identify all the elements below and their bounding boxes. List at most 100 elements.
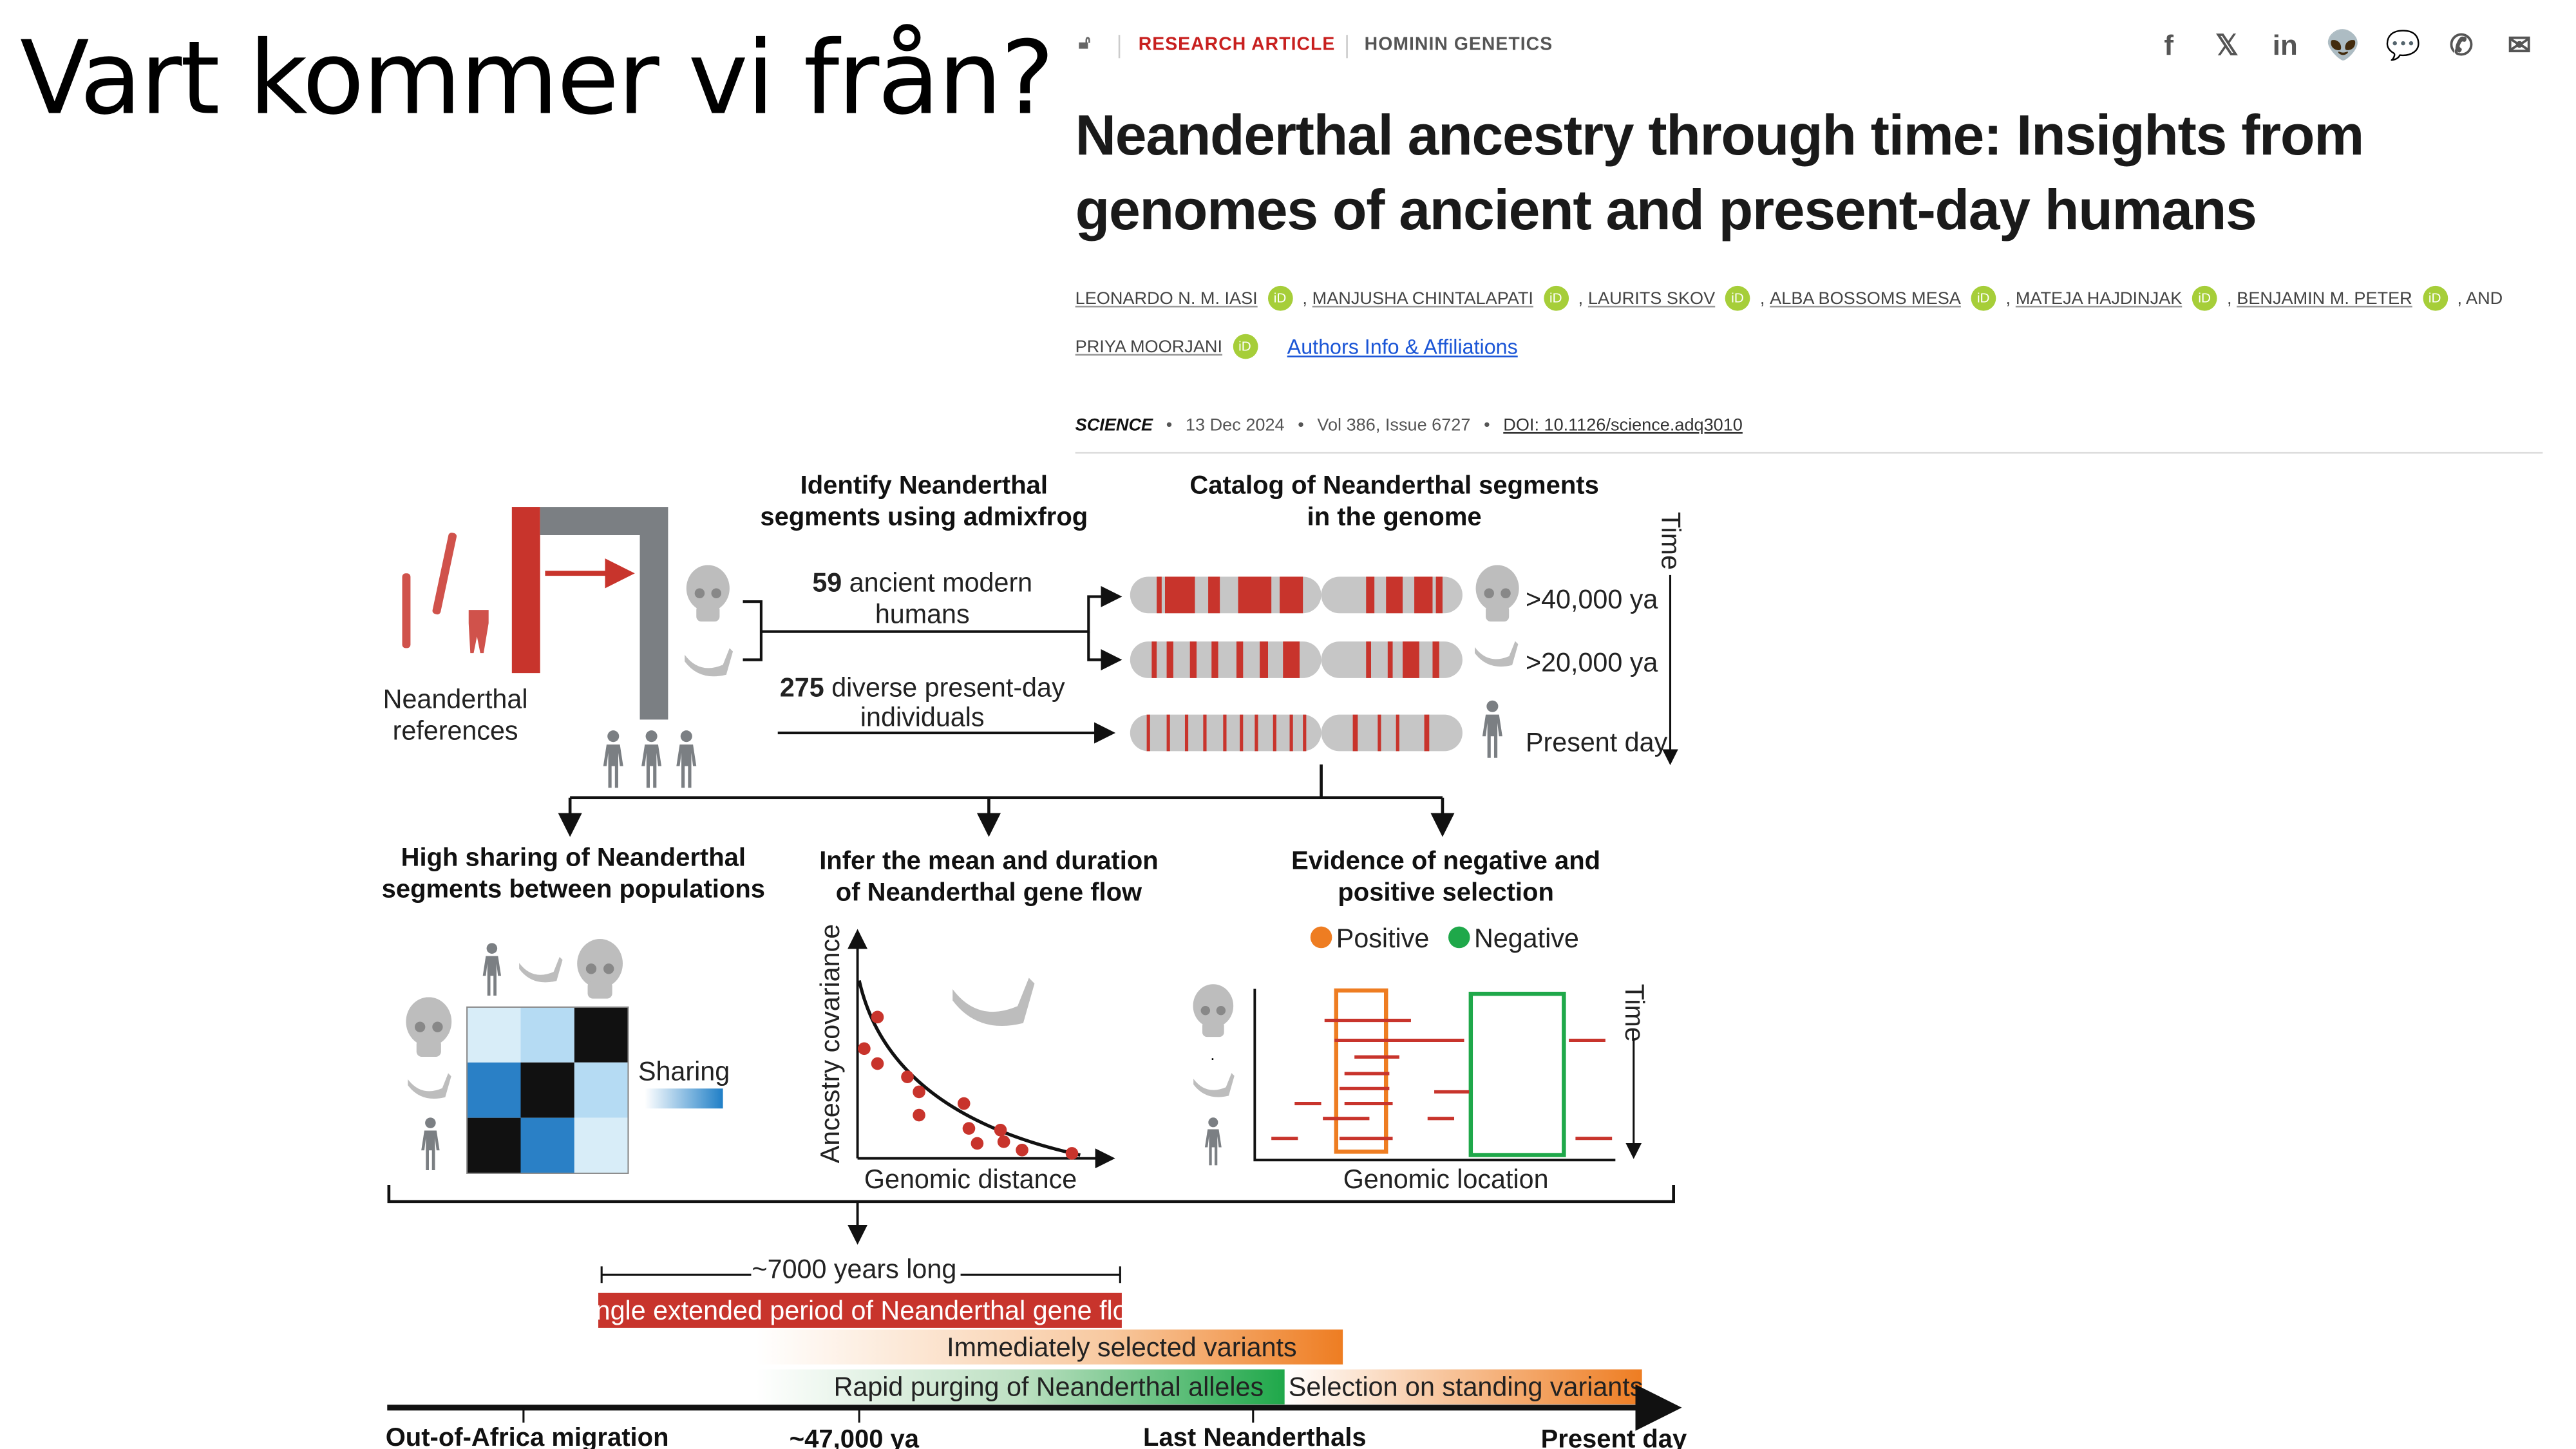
orcid-icon[interactable]: iD xyxy=(2422,285,2447,311)
separator: • xyxy=(1298,415,1304,436)
wechat-icon[interactable]: 💬 xyxy=(2385,30,2421,62)
duration-label: ~7000 years long xyxy=(752,1254,957,1283)
scatter-point xyxy=(871,1057,884,1070)
neanderthal-segment xyxy=(1157,576,1162,614)
doi-link[interactable]: DOI: 10.1126/science.adq3010 xyxy=(1503,415,1743,436)
heatmap-cell xyxy=(467,1062,521,1118)
linkedin-icon[interactable]: in xyxy=(2272,30,2298,62)
author-link[interactable]: LAURITS SKOV xyxy=(1587,288,1716,308)
and-label: , AND xyxy=(2457,288,2503,308)
jaw-icon xyxy=(1193,1073,1235,1097)
timeline-47000: ~47,000 ya xyxy=(790,1425,920,1449)
scatter-point xyxy=(858,1042,871,1056)
immediate-selection-bar xyxy=(756,1329,1343,1365)
slide-title: Vart kommer vi från? xyxy=(19,19,1054,138)
standing-selection-label: Selection on standing variants xyxy=(1289,1372,1643,1402)
reference-frame xyxy=(540,507,668,720)
reddit-icon[interactable]: 👽 xyxy=(2325,30,2361,62)
divider xyxy=(1118,35,1121,59)
neanderthal-segment xyxy=(1283,641,1300,678)
chromosome-arm xyxy=(1321,714,1463,752)
orcid-icon[interactable]: iD xyxy=(1725,285,1750,311)
jaw-icon xyxy=(952,978,1035,1027)
x-icon[interactable]: 𝕏 xyxy=(2215,30,2239,62)
row-label-present: Present day xyxy=(1526,727,1668,757)
standing-selection-bar xyxy=(1284,1369,1642,1405)
infer-title: Infer the mean and duration of Neandertha… xyxy=(819,847,1159,907)
article-type[interactable]: RESEARCH ARTICLE xyxy=(1138,35,1336,55)
neanderthal-segment xyxy=(1396,714,1399,752)
positive-legend-label: Positive xyxy=(1336,923,1430,953)
neanderthal-segment xyxy=(1223,714,1227,752)
negative-selection-box xyxy=(1468,991,1566,1157)
scatter-point xyxy=(962,1122,976,1135)
selection-axes xyxy=(1253,989,1616,1162)
time-label: Time xyxy=(1656,512,1686,570)
separator: • xyxy=(1166,415,1173,436)
scatter-points xyxy=(858,1010,1079,1160)
author-link[interactable]: ALBA BOSSOMS MESA xyxy=(1770,288,1961,308)
heatmap-cell xyxy=(467,1117,521,1173)
chromosome xyxy=(1130,576,1463,614)
x-axis-label: Genomic distance xyxy=(864,1164,1077,1194)
neanderthal-segment xyxy=(1260,641,1268,678)
author-link[interactable]: LEONARDO N. M. IASI xyxy=(1075,288,1258,308)
article-section[interactable]: HOMININ GENETICS xyxy=(1364,35,1553,55)
author-link[interactable]: MATEJA HAJDINJAK xyxy=(2015,288,2183,308)
neanderthal-segment xyxy=(1166,641,1173,678)
facebook-icon[interactable]: f xyxy=(2164,30,2174,62)
orcid-icon[interactable]: iD xyxy=(2192,285,2217,311)
present-label: 275 diverse present-day individuals xyxy=(780,672,1065,732)
gene-flow-bar xyxy=(598,1293,1122,1328)
neanderthal-segment xyxy=(1240,714,1244,752)
orcid-icon[interactable]: iD xyxy=(1267,285,1293,311)
neanderthal-segment xyxy=(1289,714,1293,752)
whatsapp-icon[interactable]: ✆ xyxy=(2449,30,2474,62)
author-link[interactable]: BENJAMIN M. PETER xyxy=(2237,288,2412,308)
catalog-title: Catalog of Neanderthal segments in the ge… xyxy=(1189,471,1598,531)
selection-title: Evidence of negative and positive selecti… xyxy=(1291,847,1600,907)
skull-icon xyxy=(686,565,730,622)
row-label-20000: >20,000 ya xyxy=(1526,648,1658,677)
genomic-location-label: Genomic location xyxy=(1343,1164,1549,1194)
orcid-icon[interactable]: iD xyxy=(1543,285,1569,311)
refs-label: Neanderthal references xyxy=(383,684,528,745)
identify-title: Identify Neanderthal segments using admix… xyxy=(760,471,1088,531)
heatmap-cell xyxy=(520,1007,574,1063)
segment-lines xyxy=(1271,1018,1613,1141)
neanderthal-segment xyxy=(1146,714,1150,752)
neanderthal-segment xyxy=(1352,714,1358,752)
heatmap-cell xyxy=(467,1007,521,1063)
jaw-icon xyxy=(685,648,734,677)
author-link[interactable]: MANJUSHA CHINTALAPATI xyxy=(1312,288,1533,308)
neanderthal-segment xyxy=(1366,576,1375,614)
email-icon[interactable]: ✉ xyxy=(2507,30,2532,62)
author-link[interactable]: PRIYA MOORJANI xyxy=(1075,336,1223,357)
scatter-point xyxy=(957,1097,971,1110)
volume-issue: Vol 386, Issue 6727 xyxy=(1317,415,1471,436)
decay-curve xyxy=(857,980,1081,1157)
row-label-40000: >40,000 ya xyxy=(1526,584,1658,614)
author-list: LEONARDO N. M. IASI iD, MANJUSHA CHINTALA… xyxy=(1075,285,2503,311)
neanderthal-segment xyxy=(1435,576,1443,614)
reference-bar xyxy=(511,507,540,674)
chromosome xyxy=(1130,714,1463,752)
neanderthal-segment xyxy=(1151,641,1157,678)
ellipsis-dots: · xyxy=(1210,1050,1216,1068)
chromosome-arm xyxy=(1130,641,1321,678)
scatter-point xyxy=(994,1124,1007,1137)
heatmap-cell xyxy=(574,1007,629,1063)
negative-legend-label: Negative xyxy=(1474,923,1579,953)
scatter-point xyxy=(971,1137,984,1150)
scatter-point xyxy=(913,1108,925,1122)
purging-bar xyxy=(756,1369,1285,1405)
negative-legend-dot xyxy=(1448,926,1470,949)
authors-info-link[interactable]: Authors Info & Affiliations xyxy=(1287,334,1518,359)
orcid-icon[interactable]: iD xyxy=(1971,285,1996,311)
neanderthal-segment xyxy=(1432,641,1439,678)
heatmap-cell xyxy=(520,1117,574,1173)
jaw-icon xyxy=(408,1073,451,1099)
orcid-icon[interactable]: iD xyxy=(1232,334,1258,359)
person-icon xyxy=(1204,1117,1222,1166)
